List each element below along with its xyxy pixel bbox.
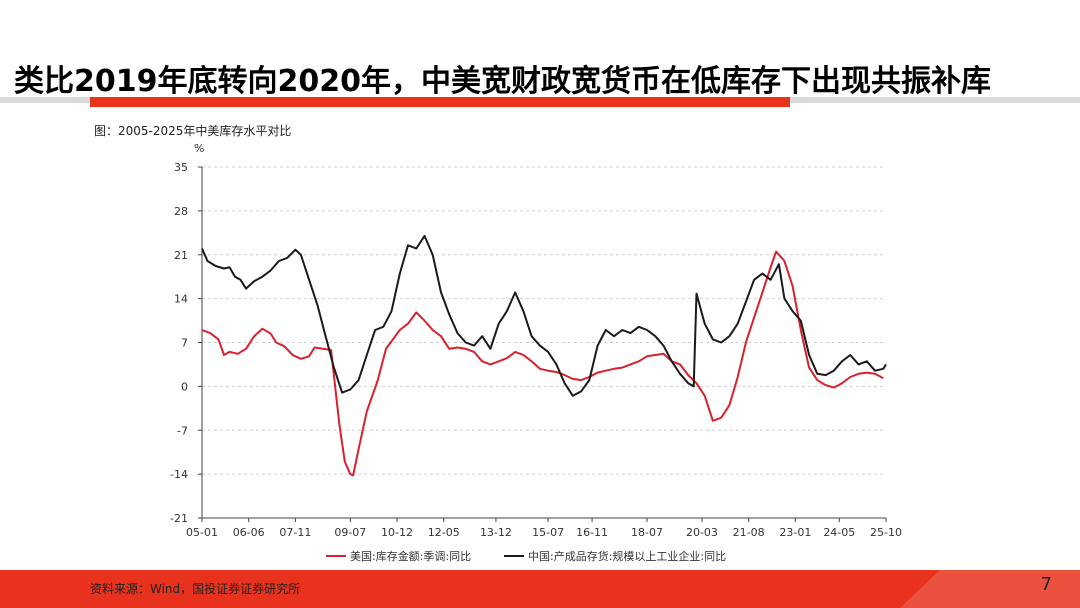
y-tick-label: 14: [174, 293, 188, 306]
y-tick-label: 7: [181, 337, 188, 350]
y-axis-unit: %: [194, 142, 204, 155]
chart-caption: 图：2005-2025年中美库存水平对比: [94, 124, 292, 138]
x-tick-label: 21-08: [733, 526, 765, 539]
y-tick-label: -7: [177, 424, 188, 437]
x-tick-label: 10-12: [381, 526, 413, 539]
x-tick-label: 18-07: [631, 526, 663, 539]
x-tick-label: 16-11: [576, 526, 608, 539]
slide-title: 类比2019年底转向2020年，中美宽财政宽货币在低库存下出现共振补库: [14, 64, 991, 99]
footer-band: [0, 570, 1080, 608]
x-tick-label: 25-10: [870, 526, 902, 539]
y-tick-label: 21: [174, 249, 188, 262]
y-tick-label: 0: [181, 380, 188, 393]
y-tick-label: -21: [170, 512, 188, 525]
title-underline-red: [90, 97, 790, 107]
x-tick-label: 15-07: [532, 526, 564, 539]
x-tick-label: 24-05: [823, 526, 855, 539]
y-tick-label: -14: [170, 468, 188, 481]
x-tick-label: 07-11: [279, 526, 311, 539]
x-tick-label: 13-12: [480, 526, 512, 539]
x-tick-label: 06-06: [233, 526, 265, 539]
x-tick-label: 05-01: [186, 526, 218, 539]
y-tick-label: 28: [174, 205, 188, 218]
source-note: 资料来源：Wind，国投证券证券研究所: [90, 582, 301, 596]
x-tick-label: 09-07: [334, 526, 366, 539]
x-tick-label: 20-03: [686, 526, 718, 539]
x-tick-label: 12-05: [428, 526, 460, 539]
page-number: 7: [1040, 574, 1052, 595]
legend-label-2: 中国:产成品存货:规模以上工业企业:同比: [528, 549, 726, 563]
series-line-1: [201, 250, 884, 477]
y-tick-label: 35: [174, 161, 188, 174]
legend-label-1: 美国:库存金额:季调:同比: [350, 549, 471, 563]
x-tick-label: 23-01: [779, 526, 811, 539]
series-line-2: [201, 234, 887, 397]
